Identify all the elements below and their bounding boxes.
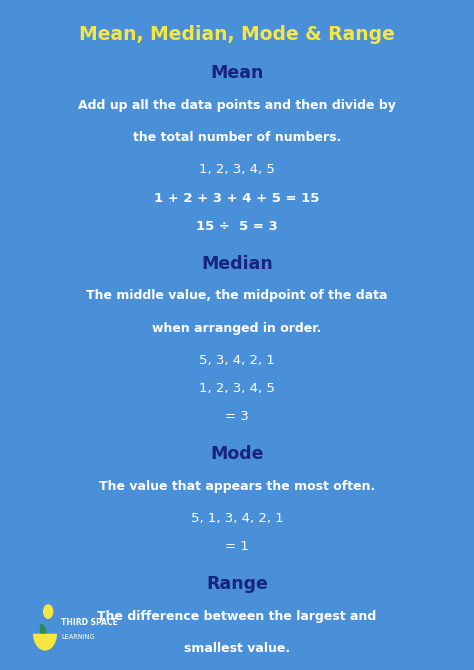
Text: the total number of numbers.: the total number of numbers. bbox=[133, 131, 341, 144]
Text: Mean: Mean bbox=[210, 64, 264, 82]
Wedge shape bbox=[40, 624, 47, 644]
Text: 1, 2, 3, 4, 5: 1, 2, 3, 4, 5 bbox=[199, 382, 275, 395]
Text: Add up all the data points and then divide by: Add up all the data points and then divi… bbox=[78, 99, 396, 112]
Text: when arranged in order.: when arranged in order. bbox=[152, 322, 322, 334]
Text: 1, 2, 3, 4, 5: 1, 2, 3, 4, 5 bbox=[199, 163, 275, 176]
Text: LEARNING: LEARNING bbox=[61, 634, 95, 641]
Text: smallest value.: smallest value. bbox=[184, 642, 290, 655]
Text: Mean, Median, Mode & Range: Mean, Median, Mode & Range bbox=[79, 25, 395, 44]
Text: The middle value, the midpoint of the data: The middle value, the midpoint of the da… bbox=[86, 289, 388, 302]
Circle shape bbox=[43, 604, 54, 619]
Text: The value that appears the most often.: The value that appears the most often. bbox=[99, 480, 375, 492]
Text: 5, 1, 3, 4, 2, 1: 5, 1, 3, 4, 2, 1 bbox=[191, 512, 283, 525]
Text: The difference between the largest and: The difference between the largest and bbox=[97, 610, 377, 622]
Text: 15 ÷  5 = 3: 15 ÷ 5 = 3 bbox=[196, 220, 278, 232]
Text: Mode: Mode bbox=[210, 445, 264, 463]
Text: 5, 3, 4, 2, 1: 5, 3, 4, 2, 1 bbox=[199, 354, 275, 366]
Text: 1 + 2 + 3 + 4 + 5 = 15: 1 + 2 + 3 + 4 + 5 = 15 bbox=[155, 192, 319, 204]
Text: Median: Median bbox=[201, 255, 273, 273]
Text: = 1: = 1 bbox=[225, 540, 249, 553]
Wedge shape bbox=[33, 634, 57, 651]
Text: THIRD SPACE: THIRD SPACE bbox=[61, 618, 118, 627]
Text: Range: Range bbox=[206, 575, 268, 593]
Text: = 3: = 3 bbox=[225, 410, 249, 423]
